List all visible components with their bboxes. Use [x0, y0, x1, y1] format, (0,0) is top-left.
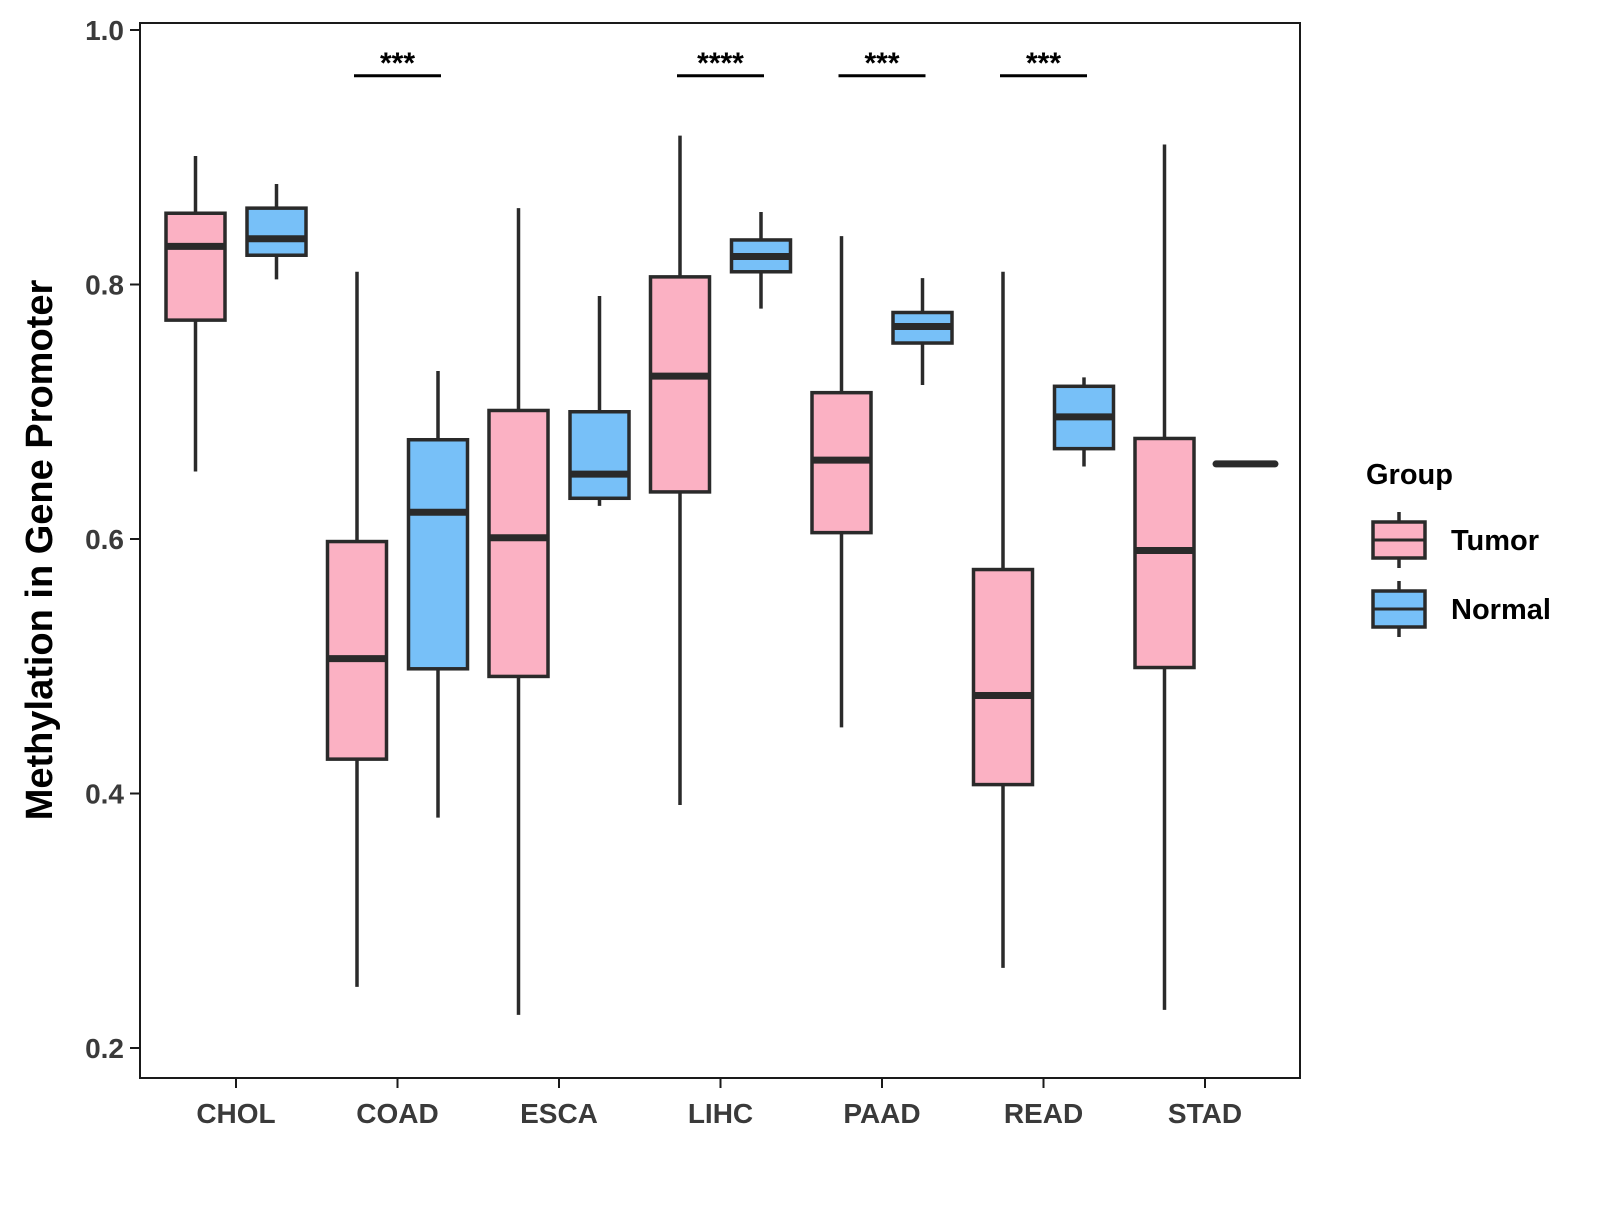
x-tick-label-chol: CHOL: [196, 1098, 275, 1129]
y-axis-label: Methylation in Gene Promoter: [19, 280, 61, 821]
legend-title: Group: [1366, 459, 1453, 491]
legend-label: Tumor: [1451, 525, 1539, 557]
legend-label: Normal: [1451, 594, 1551, 626]
box-tumor-read: [971, 271, 1035, 968]
box-iqr: [406, 437, 470, 671]
x-tick-label-coad: COAD: [356, 1098, 438, 1129]
significance-paad: ***: [838, 47, 926, 80]
box-iqr: [487, 408, 550, 679]
box-normal-esca: [568, 295, 631, 506]
box-iqr: [325, 539, 389, 761]
legend-entry-tumor: Tumor: [1371, 512, 1539, 568]
box-normal-read: [1052, 377, 1116, 467]
y-tick-label: 1.0: [85, 15, 124, 46]
x-tick-label-stad: STAD: [1168, 1098, 1242, 1129]
box-iqr: [164, 211, 227, 322]
x-tick-label-esca: ESCA: [520, 1098, 598, 1129]
box-tumor-stad: [1133, 144, 1196, 1010]
significance-coad: ***: [354, 47, 441, 80]
box-iqr: [568, 410, 631, 501]
significance-lihc: ****: [677, 47, 764, 80]
box-iqr: [971, 567, 1035, 787]
box-normal-lihc: [729, 211, 793, 309]
box-tumor-paad: [810, 236, 873, 728]
y-tick-label: 0.6: [85, 524, 124, 555]
box-normal-chol: [245, 183, 308, 280]
box-tumor-chol: [164, 155, 227, 472]
x-tick-label-read: READ: [1004, 1098, 1083, 1129]
significance-label: ***: [1026, 47, 1061, 80]
box-tumor-lihc: [648, 135, 712, 805]
x-axis: CHOL COAD ESCA LIHC PAAD READ STAD: [196, 1078, 1242, 1129]
y-tick-label: 0.8: [85, 270, 124, 301]
legend-entry-normal: Normal: [1371, 581, 1551, 637]
box-tumor-coad: [325, 271, 389, 987]
box-tumor-esca: [487, 208, 550, 1015]
y-tick-label: 0.4: [85, 779, 124, 810]
box-normal-paad: [891, 278, 954, 386]
significance-label: ***: [380, 47, 415, 80]
box-iqr: [648, 275, 712, 494]
x-tick-label-lihc: LIHC: [688, 1098, 753, 1129]
box-iqr: [245, 206, 308, 257]
y-tick-label: 0.2: [85, 1033, 124, 1064]
y-axis: 0.2 0.4 0.6 0.8 1.0: [85, 15, 140, 1064]
significance-label: ***: [864, 47, 899, 80]
box-normal-coad: [406, 371, 470, 818]
boxes-layer: [164, 135, 1279, 1015]
significance-read: ***: [1000, 47, 1087, 80]
significance-label: ****: [697, 47, 744, 80]
x-tick-label-paad: PAAD: [843, 1098, 920, 1129]
legend: Group Tumor Normal: [1366, 459, 1551, 637]
significance-layer: *** **** *** ***: [354, 47, 1087, 80]
